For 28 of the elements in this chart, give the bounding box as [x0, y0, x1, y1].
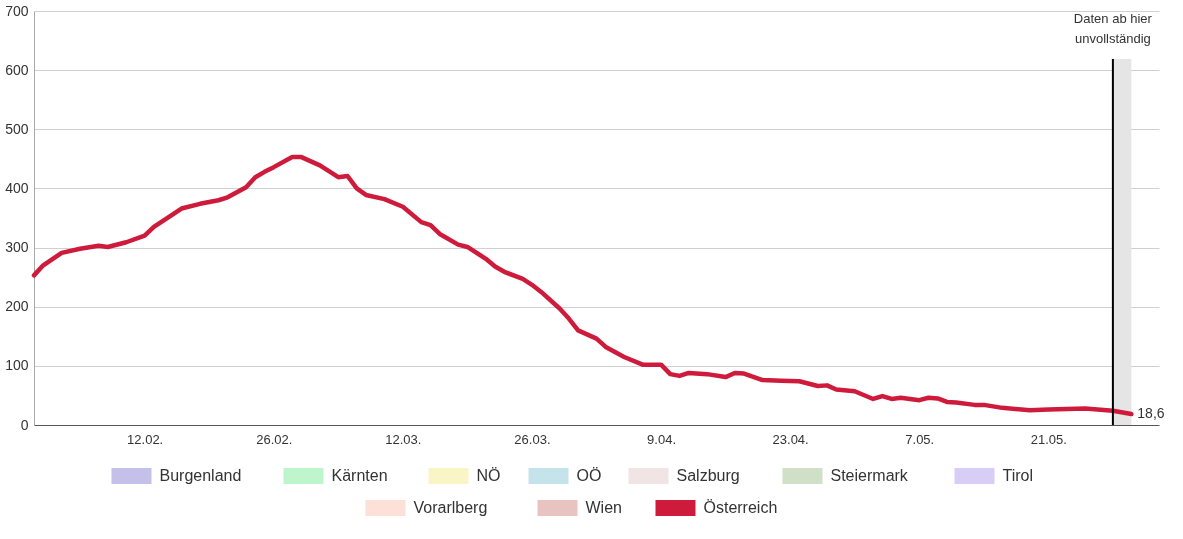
legend-label: Tirol — [1002, 467, 1034, 484]
y-tick-label: 600 — [5, 61, 29, 78]
x-tick-label: 26.02. — [256, 431, 293, 447]
x-tick-label: 12.02. — [127, 431, 164, 447]
y-tick-label: 300 — [5, 239, 29, 256]
legend-label: Kärnten — [331, 467, 388, 484]
legend-label: OÖ — [576, 467, 602, 484]
legend-label: Steiermark — [830, 467, 909, 484]
x-tick-label: 9.04. — [647, 431, 677, 447]
data-label: 18,6 — [1137, 405, 1165, 421]
legend-label: Vorarlberg — [413, 499, 488, 516]
y-tick-label: 400 — [5, 179, 29, 196]
x-tick-label: 23.04. — [772, 431, 809, 447]
x-tick-label: 12.03. — [385, 431, 422, 447]
x-tick-label: 26.03. — [514, 431, 551, 447]
y-tick-label: 200 — [5, 298, 29, 315]
legend-label: Burgenland — [159, 467, 242, 484]
y-tick-label: 0 — [20, 416, 29, 433]
legend-label: NÖ — [476, 467, 501, 484]
legend-label: Wien — [585, 499, 622, 516]
y-tick-label: 500 — [5, 120, 29, 137]
legend-label: Österreich — [703, 499, 778, 516]
legend-label: Salzburg — [676, 467, 740, 484]
y-tick-label: 700 — [5, 2, 29, 19]
x-tick-label: 7.05. — [905, 431, 935, 447]
y-tick-label: 100 — [5, 357, 29, 374]
x-tick-label: 21.05. — [1030, 431, 1067, 447]
ref-line-label: Daten ab hier unvollständig — [1073, 11, 1153, 46]
